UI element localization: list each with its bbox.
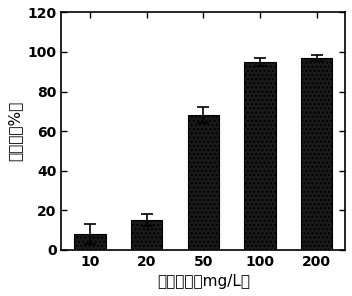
- Bar: [74, 234, 106, 250]
- X-axis label: 碳管浓度（mg/L）: 碳管浓度（mg/L）: [157, 274, 250, 289]
- Bar: [131, 220, 162, 250]
- Bar: [188, 115, 219, 250]
- Bar: [244, 62, 276, 250]
- Bar: [301, 58, 332, 250]
- Y-axis label: 去除率（%）: 去除率（%）: [7, 101, 22, 161]
